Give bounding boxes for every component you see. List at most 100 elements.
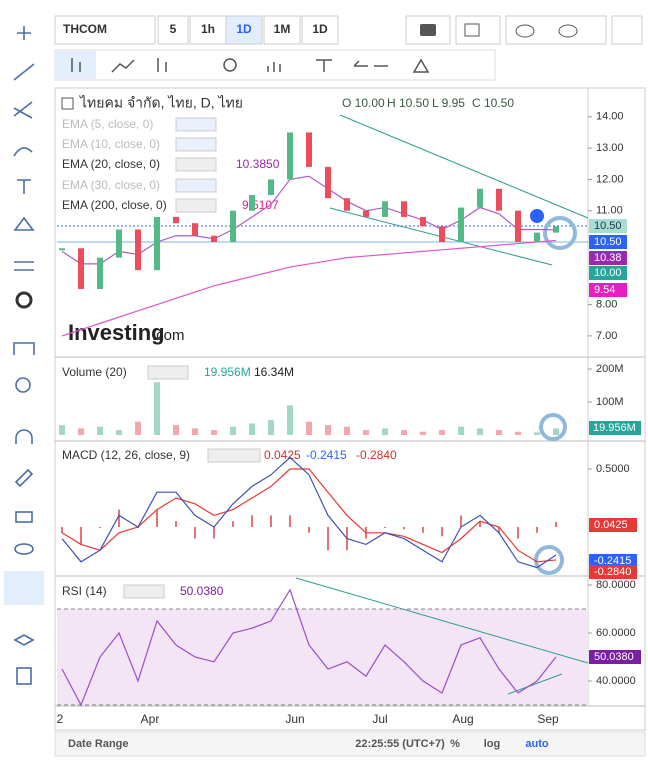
candle: [534, 232, 540, 242]
candle: [287, 132, 293, 180]
volume-last: 19.956M: [593, 422, 636, 434]
pane-title: Volume (20): [62, 365, 127, 379]
interval-button[interactable]: [157, 15, 189, 45]
interval-button[interactable]: [189, 15, 227, 45]
price-label-box: [589, 554, 637, 568]
macd-histogram-bar: [156, 509, 158, 527]
indicator-legend: EMA (30, close, 0): [62, 178, 160, 192]
candle: [78, 248, 84, 289]
y-tick-label: 12.00: [596, 173, 624, 185]
price-label-box: [589, 283, 627, 297]
collapse-icon[interactable]: [61, 97, 74, 110]
symbol-box[interactable]: [54, 15, 156, 45]
interval-label: 1M: [274, 22, 291, 36]
price-label-box: [589, 518, 637, 532]
macd-histogram-bar: [555, 522, 557, 527]
volume-bar: [78, 428, 84, 435]
y-tick-label: 7.00: [596, 330, 617, 342]
volume-bar: [268, 420, 274, 435]
indicator-buttons[interactable]: [207, 448, 261, 463]
pane-title: RSI (14): [62, 584, 107, 598]
indicator-buttons[interactable]: [175, 117, 217, 132]
volume-bar: [534, 432, 540, 435]
volume-value: 19.956M: [204, 365, 251, 379]
symbol: THCOM: [63, 22, 107, 36]
ema-value: 10.3850: [236, 157, 280, 171]
candles-button[interactable]: [56, 51, 96, 79]
interval-button[interactable]: [301, 15, 339, 45]
volume-bar: [173, 425, 179, 435]
link-button[interactable]: [4, 571, 44, 605]
interval-label: 1D: [312, 22, 328, 36]
macd-histogram-bar: [441, 527, 443, 537]
y-tick-label: 8.00: [596, 299, 617, 311]
y-tick-label: 13.00: [596, 142, 624, 154]
y-tick-label: 14.00: [596, 111, 624, 123]
volume-bar: [515, 431, 521, 435]
indicator-buttons[interactable]: [175, 157, 217, 172]
highlight-circles: [534, 216, 577, 575]
volume-bar: [192, 428, 198, 435]
x-tick-label: Apr: [141, 712, 160, 726]
macd-histogram-bar: [384, 527, 386, 528]
interval-label: 5: [170, 22, 177, 36]
interval-button[interactable]: [225, 15, 263, 45]
indicator-buttons[interactable]: [147, 365, 189, 380]
rsi-line: [61, 588, 557, 707]
candle: [135, 229, 141, 271]
price-label: 10.38: [594, 252, 622, 264]
layout-button[interactable]: [455, 15, 501, 45]
interval-button[interactable]: [263, 15, 301, 45]
macd-value: 0.0425: [264, 448, 301, 462]
candle: [173, 216, 179, 224]
volume-bar: [420, 431, 426, 435]
volume-bar: [306, 421, 312, 435]
rsi-band-fill: [57, 609, 588, 705]
volume-bar: [344, 426, 350, 435]
y-tick-label: 100M: [596, 396, 624, 408]
candle: [230, 210, 236, 242]
price-label: 10.00: [594, 267, 622, 279]
macd-value: -0.2415: [306, 448, 347, 462]
bottom-bar-item: %: [450, 738, 460, 750]
marker: [530, 209, 544, 223]
price-label-box: [589, 235, 627, 249]
candle: [249, 195, 255, 211]
candle: [458, 207, 464, 242]
macd-histogram-bar: [270, 515, 272, 527]
indicator-buttons[interactable]: [175, 198, 217, 213]
indicator-buttons[interactable]: [175, 178, 217, 193]
cloud-buttons[interactable]: [505, 15, 607, 45]
candle: [154, 216, 160, 271]
indicator-buttons[interactable]: [123, 584, 165, 599]
bottom-bar-item: log: [484, 738, 501, 750]
candle: [344, 198, 350, 211]
candle: [59, 248, 65, 251]
x-tick-label: 2: [57, 712, 64, 726]
macd-histogram-bar: [61, 527, 63, 533]
candle: [439, 226, 445, 242]
volume-bar: [496, 430, 502, 435]
ohlc: O 10.00: [342, 96, 385, 110]
volume-bar: [477, 428, 483, 435]
x-tick-label: Aug: [452, 712, 473, 726]
macd-histogram-bar: [175, 521, 177, 527]
y-tick-label: 200M: [596, 363, 624, 375]
x-tick-label: Sep: [537, 712, 559, 726]
cloud-icon: [515, 24, 535, 38]
rsi-value: 50.0380: [180, 584, 224, 598]
y-tick-label: 0.5000: [596, 463, 630, 475]
macd-histogram-bar: [536, 527, 538, 533]
volume-ma: 16.34M: [254, 365, 294, 379]
interval-label: 1D: [236, 22, 252, 36]
price-label: 10.50: [594, 236, 622, 248]
macd-histogram-bar: [327, 527, 329, 551]
fullscreen-button[interactable]: [611, 15, 643, 45]
indicator-legend: EMA (20, close, 0): [62, 157, 160, 171]
macd-histogram-bar: [213, 527, 215, 539]
indicator-buttons[interactable]: [175, 137, 217, 152]
volume-bar: [401, 430, 407, 435]
price-label-box: [589, 650, 641, 664]
camera-icon: [420, 24, 436, 36]
